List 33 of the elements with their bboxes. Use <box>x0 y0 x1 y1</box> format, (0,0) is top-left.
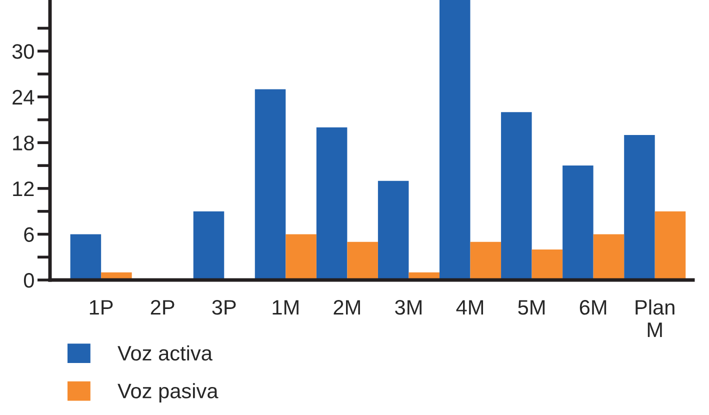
bar <box>193 211 224 280</box>
x-tick-label: Plan M <box>636 299 674 337</box>
x-tick-label: 3P <box>212 300 236 315</box>
bar <box>439 0 470 280</box>
x-tick-label: 2P <box>150 300 174 315</box>
x-tick-label: 6M <box>580 300 606 315</box>
bar <box>470 242 502 280</box>
bar <box>347 242 378 280</box>
bar <box>286 234 316 280</box>
y-tick-label: 18 <box>13 136 34 150</box>
y-tick-label: 12 <box>13 181 34 196</box>
bar <box>593 234 624 280</box>
bar <box>378 180 409 280</box>
bar <box>532 249 563 280</box>
y-tick-label: 24 <box>12 90 34 104</box>
bar <box>501 112 532 280</box>
legend-label: Voz pasiva <box>118 383 218 402</box>
bar <box>562 166 594 280</box>
y-tick-label: 0 <box>24 273 34 288</box>
bar <box>254 89 286 280</box>
y-tick-label: 30 <box>12 44 34 59</box>
x-tick-label: 1P <box>90 300 113 315</box>
y-tick-label: 6 <box>24 227 34 242</box>
bar <box>654 211 686 280</box>
x-tick-label: 2M <box>334 300 360 315</box>
x-tick-label: 1M <box>272 300 298 315</box>
x-tick-label: 3M <box>395 300 422 315</box>
x-tick-label: 5M <box>518 300 545 315</box>
bar <box>624 135 655 280</box>
bar <box>70 234 102 280</box>
legend-label: Voz activa <box>118 345 212 361</box>
bar <box>316 127 348 280</box>
x-tick-label: 4M <box>456 300 484 315</box>
